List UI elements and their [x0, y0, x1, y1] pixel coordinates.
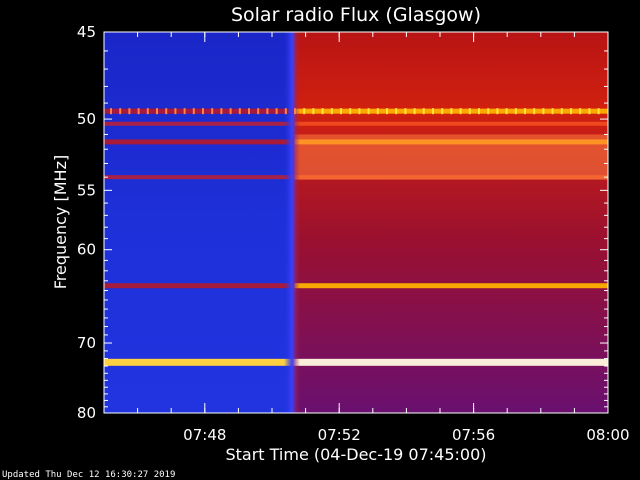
y-axis: 45 50 55 60 70 80 [77, 23, 608, 422]
interference-dot [110, 108, 112, 115]
interference-dot [137, 108, 140, 115]
interference-dot [275, 108, 278, 115]
band-pre [104, 175, 295, 180]
x-tick-label: 07:48 [183, 426, 226, 444]
plot-area [103, 31, 609, 414]
interference-dot [238, 108, 241, 115]
interference-dot [165, 108, 168, 115]
interference-dot [192, 108, 195, 115]
interference-dot [514, 108, 517, 115]
interference-dot [202, 108, 204, 115]
interference-dot [229, 108, 232, 115]
interference-dot [395, 108, 398, 115]
band-pre [104, 121, 295, 126]
interference-dot [570, 108, 572, 115]
interference-dot [505, 108, 508, 115]
plot-frame [103, 31, 609, 414]
interference-dot [220, 108, 223, 115]
interference-dot [257, 108, 260, 115]
interference-dot [358, 108, 361, 115]
interference-dot [441, 108, 444, 115]
y-tick-label: 80 [77, 404, 96, 422]
y-tick-label: 50 [77, 110, 96, 128]
band-pre [104, 283, 295, 289]
band-post [294, 283, 608, 289]
interference-dot [386, 108, 388, 115]
interference-dot [413, 108, 416, 115]
interference-dot [312, 108, 315, 115]
band-post [294, 358, 608, 366]
interference-dot [524, 108, 526, 115]
band-pre [104, 358, 295, 366]
y-axis-label: Frequency [MHz] [51, 155, 70, 289]
interference-dot [376, 108, 379, 115]
interference-dot [321, 108, 324, 115]
interference-dot [422, 108, 425, 115]
interference-dot [542, 108, 545, 115]
onset-edge [284, 32, 300, 413]
y-tick-label: 70 [77, 334, 96, 352]
band-pre [104, 139, 295, 145]
band-post [294, 121, 608, 126]
interference-dot [248, 108, 250, 115]
interference-dot [487, 108, 490, 115]
interference-dot [294, 108, 296, 115]
interference-dot [330, 108, 333, 115]
interference-dot [551, 108, 554, 115]
interference-dot [450, 108, 453, 115]
interference-dot [468, 108, 471, 115]
y-tick-label: 60 [77, 241, 96, 259]
interference-dot [349, 108, 352, 115]
footer-updated: Updated Thu Dec 12 16:30:27 2019 [2, 470, 175, 480]
x-tick-label: 08:00 [586, 426, 629, 444]
interference-dot [496, 108, 499, 115]
interference-dot [128, 108, 131, 115]
interference-dot [146, 108, 149, 115]
interference-dot [211, 108, 214, 115]
interference-dot [478, 108, 480, 115]
interference-dot [579, 108, 582, 115]
x-axis: 07:48 07:52 07:56 08:00 [137, 32, 630, 444]
band-pre [104, 108, 295, 114]
interference-dot [174, 108, 177, 115]
x-tick-label: 07:56 [452, 426, 495, 444]
pre-onset-region [104, 32, 292, 413]
interference-dot [266, 108, 269, 115]
y-tick-label: 55 [77, 181, 96, 199]
interference-dot [156, 108, 158, 115]
interference-dot [533, 108, 536, 115]
chart-title: Solar radio Flux (Glasgow) [231, 4, 481, 26]
post-onset-region [292, 32, 608, 413]
interference-dot [432, 108, 434, 115]
x-tick-label: 07:52 [318, 426, 361, 444]
interference-dot [303, 108, 306, 115]
interference-dot [459, 108, 462, 115]
burst-emission [294, 134, 608, 180]
interference-dot [597, 108, 600, 115]
interference-dot [183, 108, 186, 115]
interference-dot [284, 108, 287, 115]
x-axis-label: Start Time (04-Dec-19 07:45:00) [225, 445, 486, 464]
interference-dot [367, 108, 370, 115]
interference-dot [340, 108, 342, 115]
interference-dot [588, 108, 591, 115]
y-tick-label: 45 [77, 23, 96, 41]
emission-bands [104, 108, 608, 366]
interference-dots [110, 108, 600, 115]
interference-dot [404, 108, 407, 115]
interference-dot [119, 108, 122, 115]
interference-dot [560, 108, 563, 115]
